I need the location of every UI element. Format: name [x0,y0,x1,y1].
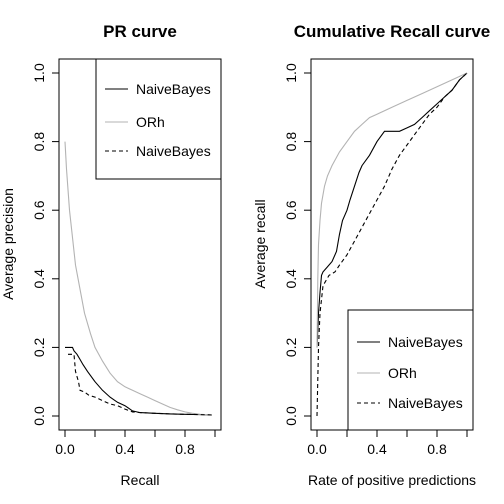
y-tick-label: 0.8 [31,132,47,152]
x-axis-label: Rate of positive predictions [308,472,476,488]
series-line-orh-solid [64,141,213,416]
legend-label: NaiveBayes [136,81,211,97]
chart-title: PR curve [103,22,177,41]
x-tick-label: 0.8 [175,441,195,457]
y-tick-label: 0.0 [283,406,299,426]
series-line-orh-solid [316,72,468,348]
y-tick-label: 0.4 [31,269,47,289]
series-line-naivebayes-solid [316,72,468,348]
series-line-naivebayes-dashed [68,353,213,416]
pr-curve-panel: PR curve Recall Average precision 0.0 0.4… [0,22,222,488]
legend-label: ORh [388,365,417,381]
y-tick-label: 0.2 [31,337,47,357]
series-line-naivebayes-dashed [316,72,468,417]
legend-box [347,309,474,431]
x-axis-label: Recall [121,472,160,488]
y-tick-label: 0.2 [283,337,299,357]
legend-label: NaiveBayes [388,334,463,350]
y-axis-label: Average recall [252,199,268,288]
y-tick-label: 1.0 [283,63,299,83]
y-axis-label: Average precision [0,188,16,300]
y-tick-label: 0.0 [31,406,47,426]
cumulative-recall-panel: Cumulative Recall curve Rate of positive… [252,22,490,488]
x-tick-label: 0.0 [55,441,75,457]
legend-label: NaiveBayes [136,143,211,159]
y-tick-label: 1.0 [31,63,47,83]
x-tick-label: 0.4 [367,441,387,457]
y-tick-label: 0.8 [283,132,299,152]
x-tick-label: 0.0 [307,441,327,457]
series-line-naivebayes-solid [65,346,213,416]
x-tick-label: 0.8 [427,441,447,457]
legend-label: NaiveBayes [388,395,463,411]
y-tick-label: 0.6 [31,200,47,220]
legend-label: ORh [136,114,165,130]
y-tick-label: 0.6 [283,200,299,220]
chart-title: Cumulative Recall curve [294,22,491,41]
x-tick-label: 0.4 [115,441,135,457]
y-tick-label: 0.4 [283,269,299,289]
legend-box [95,58,222,180]
